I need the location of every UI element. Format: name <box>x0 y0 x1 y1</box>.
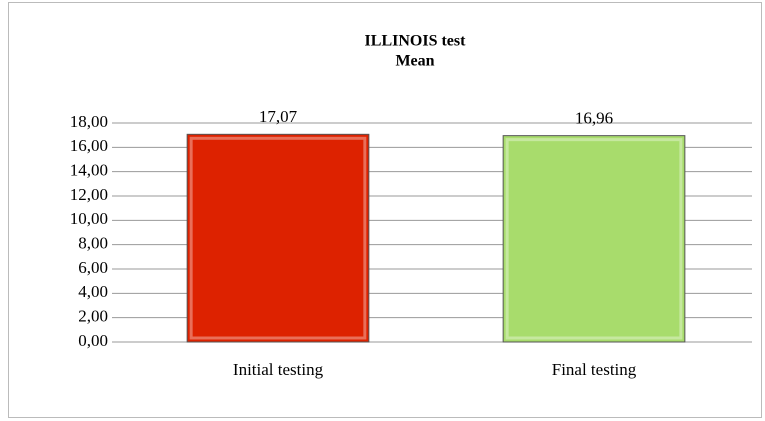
chart-title: ILLINOIS test <box>365 33 467 50</box>
y-tick-label: 0,00 <box>78 331 108 350</box>
bar-bevel <box>505 138 683 340</box>
y-tick-label: 14,00 <box>70 161 108 180</box>
y-tick-label: 10,00 <box>70 209 108 228</box>
y-tick-label: 16,00 <box>70 136 108 155</box>
bar <box>186 133 370 343</box>
value-label: 16,96 <box>575 109 613 128</box>
value-label: 17,07 <box>259 107 298 126</box>
y-tick-label: 18,00 <box>70 112 108 131</box>
bar-bevel <box>189 136 367 340</box>
x-tick-label: Initial testing <box>233 360 324 379</box>
bar <box>502 135 686 343</box>
x-tick-label: Final testing <box>552 360 637 379</box>
y-tick-label: 8,00 <box>78 234 108 253</box>
y-tick-label: 6,00 <box>78 258 108 277</box>
y-tick-label: 2,00 <box>78 307 108 326</box>
chart-subtitle: Mean <box>395 53 434 70</box>
y-tick-label: 4,00 <box>78 282 108 301</box>
y-tick-label: 12,00 <box>70 185 108 204</box>
